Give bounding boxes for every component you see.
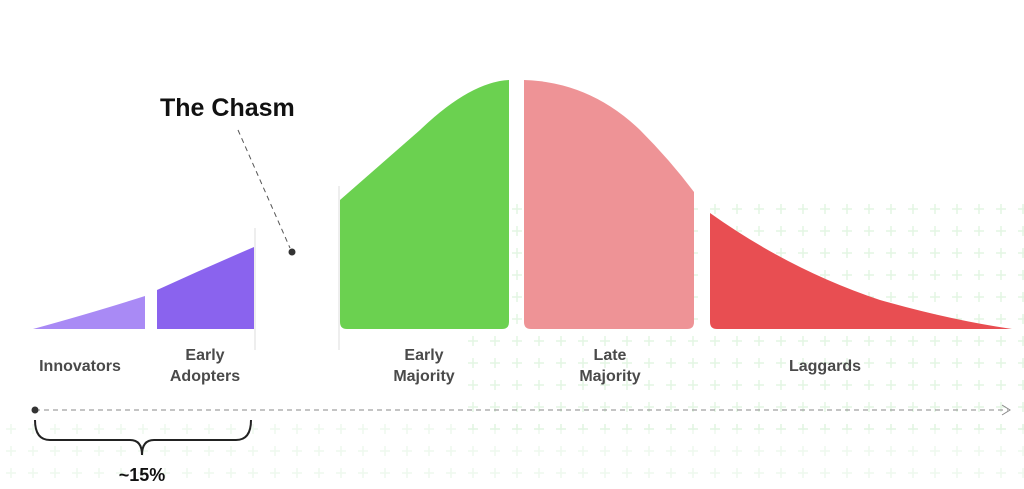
chasm-dot xyxy=(288,248,296,256)
chasm-pointer xyxy=(237,129,291,249)
timeline-start xyxy=(31,406,39,414)
segment-label: Innovators xyxy=(39,358,121,375)
late-majority-area xyxy=(524,80,694,329)
background-pattern xyxy=(0,420,1024,489)
chasm-title: The Chasm xyxy=(160,94,295,122)
early-adopters-area xyxy=(157,247,254,329)
bracket-label: ~15% xyxy=(118,465,166,485)
timeline-arrow xyxy=(1001,404,1011,416)
segment-label: Laggards xyxy=(788,358,861,375)
early-majority-area xyxy=(340,80,509,329)
segment-label: Early Adopters xyxy=(169,347,241,385)
laggards-area xyxy=(710,213,1012,329)
bracket xyxy=(34,419,252,456)
innovators-area xyxy=(33,296,145,329)
segment-label: Late Majority xyxy=(579,347,641,385)
segment-label: Early Majority xyxy=(393,347,455,385)
